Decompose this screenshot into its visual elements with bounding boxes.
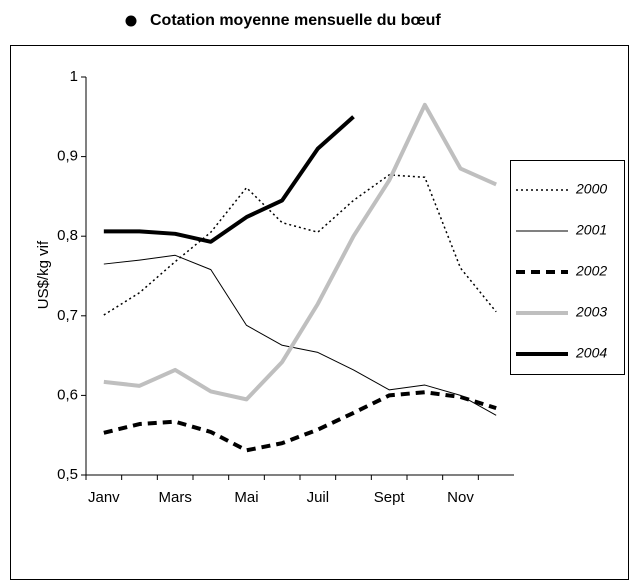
y-tick-label: 0,9 xyxy=(57,148,78,165)
line-series xyxy=(103,115,355,244)
line-series xyxy=(103,174,497,316)
x-tick-label: Sept xyxy=(374,489,406,506)
legend-label: 2001 xyxy=(575,222,607,238)
x-tick-label: Mars xyxy=(158,489,191,506)
title-bullet xyxy=(125,15,137,27)
y-tick-label: 1 xyxy=(70,68,78,85)
legend-label: 2004 xyxy=(575,345,607,361)
x-tick-label: Janv xyxy=(88,489,120,506)
chart-frame xyxy=(10,45,629,580)
line-series xyxy=(103,390,497,453)
x-tick-label: Nov xyxy=(447,489,474,506)
x-tick-label: Mai xyxy=(234,489,258,506)
line-series xyxy=(103,254,497,416)
y-tick-label: 0,6 xyxy=(57,386,78,403)
y-axis-label: US$/kg vif xyxy=(35,240,52,309)
y-tick-label: 0,5 xyxy=(57,466,78,483)
legend-label: 2000 xyxy=(575,181,607,197)
chart-title: Cotation moyenne mensuelle du bœuf xyxy=(150,12,441,29)
y-tick-label: 0,7 xyxy=(57,307,78,324)
legend-box xyxy=(510,160,625,375)
x-tick-label: Juil xyxy=(307,489,330,506)
legend-label: 2003 xyxy=(575,304,607,320)
legend-label: 2002 xyxy=(575,263,607,279)
line-series xyxy=(103,102,497,402)
y-tick-label: 0,8 xyxy=(57,227,78,244)
